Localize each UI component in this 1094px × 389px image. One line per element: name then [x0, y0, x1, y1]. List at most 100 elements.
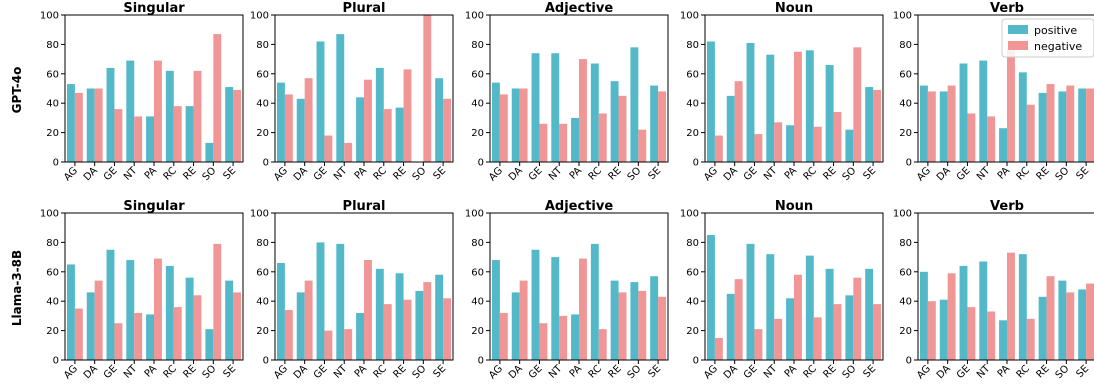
bar-positive-da: [726, 293, 735, 360]
x-tick-label-rc: RC: [587, 165, 604, 182]
bar-negative-se: [658, 91, 667, 162]
bar-positive-ag: [66, 84, 75, 162]
subplot-noun-0: Noun 0 20 40 60 80 100 AG DA GE NT PA RC RE SO SE: [680, 1, 884, 183]
y-tick-label: 0: [53, 356, 59, 367]
bar-positive-so: [1058, 280, 1067, 360]
y-tick-label: 60: [256, 267, 269, 278]
y-tick-label: 100: [680, 11, 699, 22]
x-tick-label-re: RE: [1035, 165, 1052, 182]
y-tick-label: 80: [46, 238, 59, 249]
bar-negative-pa: [364, 260, 372, 360]
bar-negative-rc: [1026, 318, 1035, 360]
bar-negative-rc: [1026, 104, 1035, 162]
bar-positive-ge: [959, 63, 968, 163]
y-tick-label: 40: [471, 99, 484, 110]
y-tick-label: 40: [686, 99, 699, 110]
bar-negative-da: [519, 88, 528, 162]
bar-negative-rc: [383, 109, 392, 162]
x-tick-label-ge: GE: [527, 363, 545, 381]
bar-positive-nt: [336, 34, 345, 162]
bar-positive-da: [511, 292, 520, 360]
x-tick-label-ag: AG: [487, 363, 505, 381]
bar-positive-nt: [766, 54, 775, 162]
bar-negative-ag: [714, 337, 723, 360]
bar-negative-pa: [579, 59, 587, 162]
subplot-title: Plural: [343, 199, 386, 214]
bar-negative-ag: [284, 94, 293, 162]
bar-negative-nt: [559, 315, 568, 360]
y-tick-label: 20: [256, 326, 269, 337]
x-tick-label-so: SO: [841, 363, 859, 381]
x-tick-label-ge: GE: [742, 363, 760, 381]
x-tick-label-pa: PA: [568, 165, 585, 182]
bar-negative-nt: [774, 318, 783, 360]
bar-positive-se: [225, 280, 234, 360]
bar-negative-da: [519, 280, 528, 360]
y-tick-label: 100: [250, 209, 269, 220]
y-tick-label: 100: [680, 209, 699, 220]
bar-positive-rc: [590, 243, 599, 360]
x-tick-label-ag: AG: [915, 165, 933, 183]
x-tick-label-so: SO: [1054, 363, 1072, 381]
bar-positive-nt: [126, 60, 135, 162]
bar-positive-ge: [746, 243, 755, 360]
y-tick-label: 80: [256, 238, 269, 249]
bar-positive-ge: [316, 41, 325, 162]
bar-positive-rc: [805, 50, 814, 162]
x-tick-label-nt: NT: [975, 363, 993, 381]
x-tick-label-se: SE: [1074, 165, 1091, 182]
y-tick-label: 0: [478, 356, 484, 367]
bar-negative-pa: [154, 258, 162, 360]
bar-positive-re: [825, 64, 834, 162]
bar-positive-ag: [706, 41, 715, 162]
bar-negative-se: [873, 304, 882, 360]
x-tick-label-ge: GE: [102, 363, 120, 381]
x-tick-label-se: SE: [861, 363, 878, 380]
bar-negative-rc: [813, 126, 822, 162]
x-tick-label-ag: AG: [915, 363, 933, 381]
x-tick-label-re: RE: [392, 165, 409, 182]
x-tick-label-so: SO: [626, 165, 644, 183]
y-tick-label: 20: [686, 128, 699, 139]
bar-negative-ge: [539, 323, 548, 360]
bar-negative-se: [443, 98, 452, 162]
subplot-plural-0: Plural 0 20 40 60 80 100 AG DA GE NT PA RC RE SO SE: [250, 1, 454, 183]
bar-positive-so: [630, 47, 639, 163]
x-tick-label-ge: GE: [312, 363, 330, 381]
bar-positive-pa: [786, 125, 794, 162]
x-tick-label-rc: RC: [162, 165, 179, 182]
y-tick-label: 100: [893, 11, 912, 22]
y-tick-label: 20: [899, 326, 912, 337]
bar-negative-da: [947, 85, 956, 162]
x-tick-label-nt: NT: [332, 363, 350, 381]
y-tick-label: 0: [478, 158, 484, 169]
bar-negative-re: [618, 95, 627, 162]
bar-positive-re: [185, 277, 194, 360]
bar-positive-pa: [999, 128, 1007, 162]
x-tick-label-nt: NT: [762, 363, 780, 381]
bar-negative-pa: [364, 79, 372, 162]
bar-positive-pa: [786, 298, 794, 360]
subplot-verb-0: Verb 0 20 40 60 80 100 AG DA GE NT PA RC RE SO SE positi…: [893, 1, 1094, 183]
x-tick-label-so: SO: [1054, 165, 1072, 183]
bar-negative-da: [94, 280, 103, 360]
x-tick-label-re: RE: [392, 363, 409, 380]
legend-swatch-positive: [1008, 25, 1028, 34]
bar-negative-nt: [987, 116, 996, 162]
x-tick-label-pa: PA: [783, 165, 800, 182]
bar-negative-ge: [324, 135, 333, 162]
row-label-1: Llama-3-8B: [10, 250, 24, 326]
bar-negative-so: [423, 282, 432, 360]
bar-positive-da: [726, 95, 735, 162]
y-tick-label: 40: [471, 297, 484, 308]
bar-positive-nt: [766, 254, 775, 360]
subplot-title: Noun: [775, 199, 813, 214]
bar-positive-pa: [356, 97, 364, 162]
x-tick-label-da: DA: [292, 165, 310, 183]
x-tick-label-re: RE: [607, 165, 624, 182]
bar-positive-ge: [531, 53, 540, 162]
x-tick-label-pa: PA: [996, 165, 1013, 182]
y-tick-label: 20: [471, 326, 484, 337]
bar-positive-re: [610, 280, 619, 360]
